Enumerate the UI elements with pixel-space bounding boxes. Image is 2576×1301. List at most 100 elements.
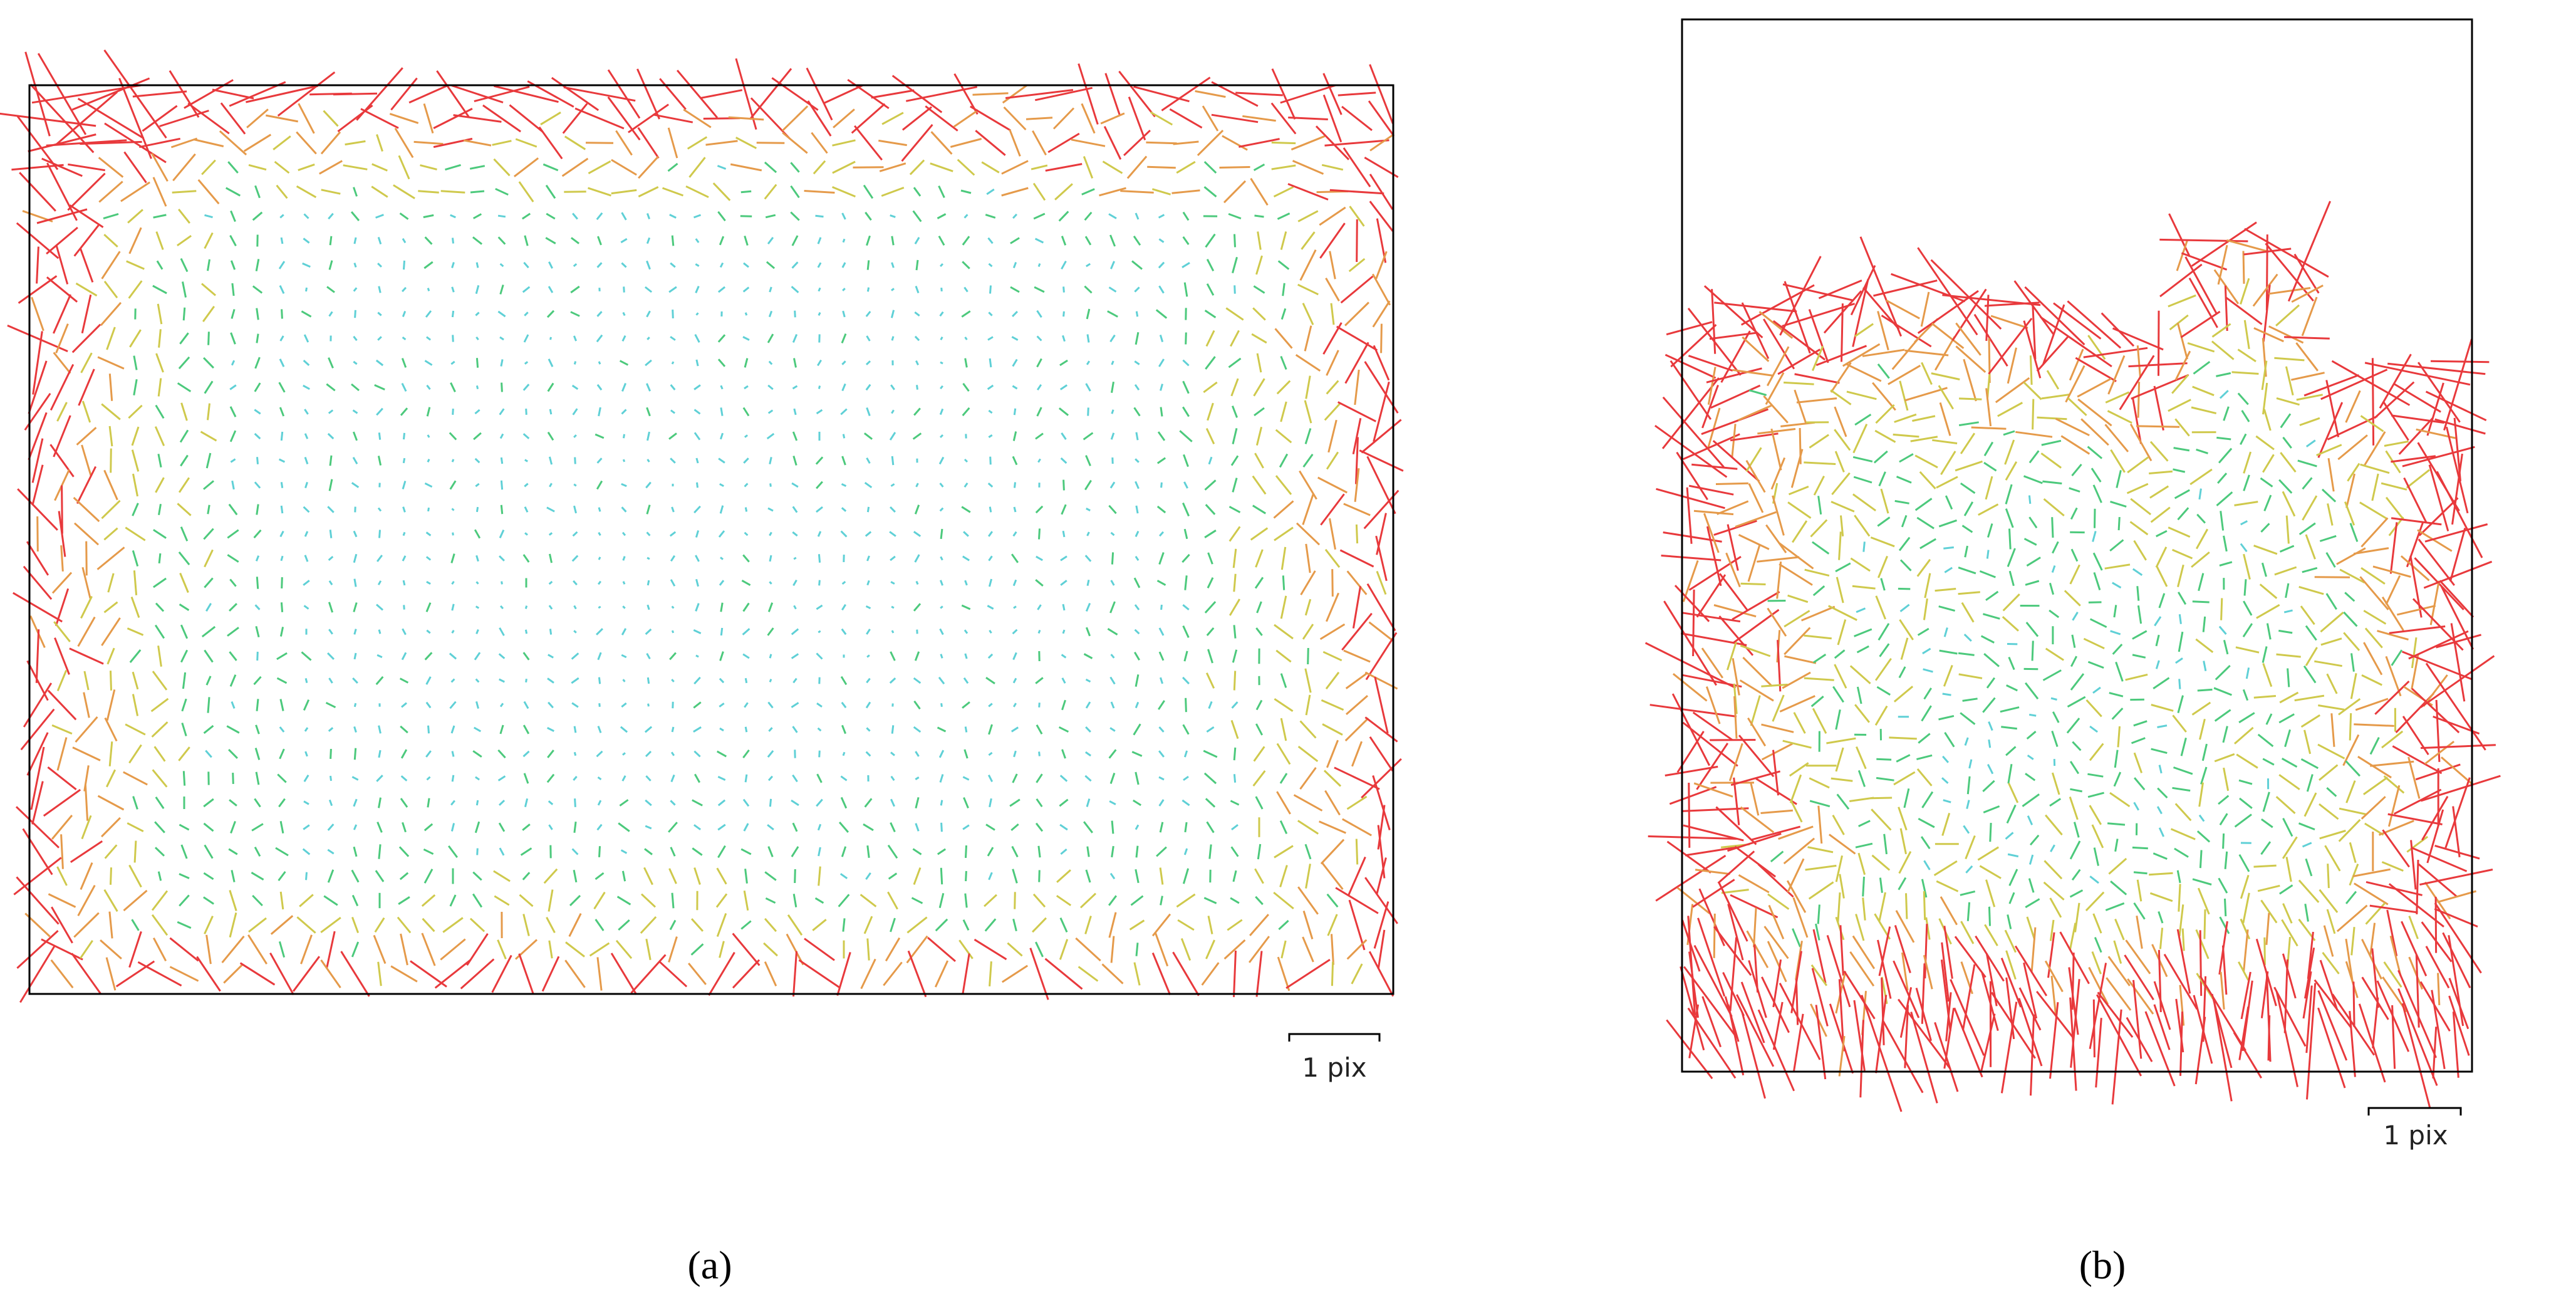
vector [451, 580, 455, 585]
vector [474, 409, 480, 415]
vector [1305, 864, 1311, 889]
vector [791, 702, 799, 708]
vector [1158, 358, 1165, 367]
vector [150, 698, 169, 713]
vector [2004, 929, 2017, 953]
vector [1256, 601, 1262, 614]
vector [2133, 802, 2139, 811]
vector [1277, 212, 1291, 220]
vector [1085, 726, 1091, 733]
vector [1355, 839, 1359, 865]
vector [2041, 439, 2062, 446]
vector [1365, 632, 1398, 681]
vector [1086, 508, 1091, 511]
vector [321, 189, 341, 195]
vector [75, 716, 98, 743]
vector [1977, 846, 1999, 861]
vector [2117, 726, 2121, 748]
vector [2178, 904, 2184, 936]
vector [2257, 733, 2274, 748]
vector [863, 184, 874, 199]
vector [1777, 640, 1782, 692]
vector [296, 916, 316, 934]
vector [1230, 378, 1239, 397]
vector [1035, 505, 1044, 514]
vector [1158, 285, 1165, 294]
vector [548, 701, 554, 709]
vector [2007, 347, 2017, 384]
vector [1789, 762, 1809, 777]
vector [939, 507, 944, 512]
vector [1202, 105, 1219, 132]
vector [2384, 440, 2409, 447]
vector [2172, 786, 2191, 792]
vector [546, 212, 556, 220]
vector [1904, 387, 1948, 402]
vector [1943, 546, 1954, 550]
vector [1894, 925, 1911, 973]
vector [524, 798, 529, 808]
vector [2265, 243, 2314, 302]
vector [229, 384, 237, 390]
vector [80, 862, 93, 890]
vector [1766, 346, 1790, 387]
vector [1817, 805, 1823, 844]
vector [2177, 564, 2184, 587]
vector [798, 959, 841, 989]
vector [2359, 576, 2389, 610]
vector [402, 286, 407, 293]
vector [1834, 429, 1851, 451]
vector [1354, 468, 1360, 502]
vector [866, 457, 871, 464]
vector [2410, 846, 2468, 872]
vector [2133, 871, 2148, 875]
vector [187, 102, 230, 135]
vector [695, 238, 700, 243]
vector [353, 237, 357, 244]
vector [643, 867, 653, 886]
vector [1701, 384, 1719, 429]
vector [2260, 523, 2270, 533]
vector [1839, 925, 1844, 976]
vector [1719, 573, 1749, 612]
vector [1810, 696, 1824, 708]
vector [988, 724, 993, 735]
vector [1128, 97, 1146, 140]
vector [1939, 649, 1958, 655]
vector [425, 676, 432, 685]
vector [621, 212, 627, 221]
vector [764, 161, 777, 174]
vector [1732, 368, 1774, 377]
vector [1380, 323, 1383, 353]
vector [769, 457, 772, 464]
vector [1182, 724, 1190, 735]
vector [522, 286, 531, 293]
vector [2325, 380, 2340, 437]
vector [2392, 745, 2443, 775]
vector [2445, 426, 2469, 514]
vector [1159, 867, 1164, 885]
vector [2243, 600, 2253, 616]
vector [2071, 463, 2082, 477]
vector [1276, 380, 1291, 395]
vector [181, 723, 187, 736]
vector [1721, 889, 1749, 894]
vector [377, 822, 383, 833]
vector [2343, 632, 2360, 651]
vector [2177, 695, 2184, 713]
vector [2219, 916, 2230, 934]
vector [107, 573, 115, 593]
vector [1966, 776, 1971, 795]
vector [2008, 869, 2018, 886]
vector [989, 629, 992, 634]
vector [2089, 963, 2107, 1049]
vector [219, 130, 247, 156]
vector [2432, 1027, 2438, 1079]
vector [1086, 360, 1091, 365]
vector [204, 214, 213, 219]
vector [598, 361, 601, 365]
vector [1207, 552, 1213, 565]
vector [153, 746, 166, 762]
vector [204, 577, 214, 588]
vector [1346, 694, 1368, 716]
